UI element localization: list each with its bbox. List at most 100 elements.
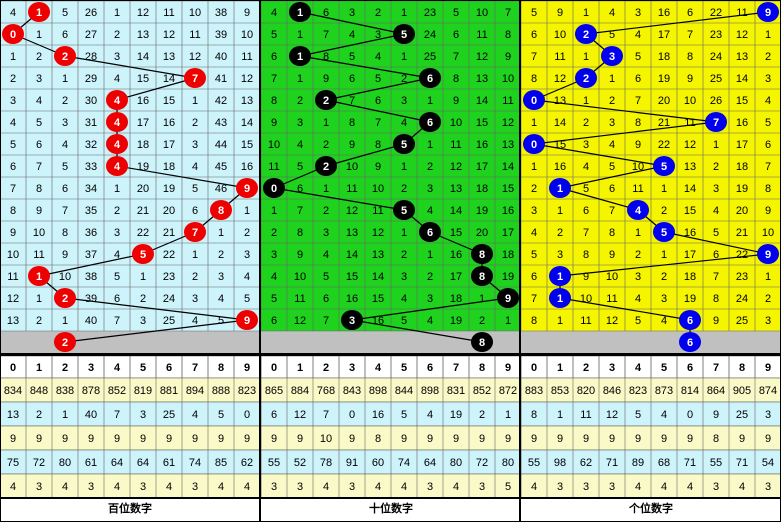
omission-cell: 38 — [85, 271, 97, 283]
stat-cell: 55 — [710, 457, 722, 469]
stat-cell: 823 — [238, 385, 256, 397]
stat-cell: 5 — [218, 409, 224, 421]
trend-line — [64, 55, 196, 79]
omission-cell: 15 — [684, 205, 696, 217]
omission-cell: 5 — [375, 73, 381, 85]
trend-line — [351, 319, 483, 343]
omission-cell: 5 — [271, 29, 277, 41]
stat-cell: 881 — [160, 385, 178, 397]
stat-cell: 9 — [401, 433, 407, 445]
omission-cell: 23 — [163, 271, 175, 283]
stat-cell: 823 — [629, 385, 647, 397]
omission-cell: 5 — [192, 183, 198, 195]
omission-cell: 5 — [271, 293, 277, 305]
stat-cell: 62 — [241, 457, 253, 469]
stat-cell: 72 — [33, 457, 45, 469]
header-digit: 3 — [609, 362, 615, 374]
stat-cell: 54 — [762, 457, 774, 469]
omission-cell: 6 — [531, 29, 537, 41]
omission-cell: 14 — [137, 51, 149, 63]
omission-cell: 5 — [635, 315, 641, 327]
draw-digit: 8 — [218, 205, 224, 217]
draw-digit: 7 — [192, 227, 198, 239]
omission-cell: 10 — [59, 271, 71, 283]
omission-cell: 3 — [531, 205, 537, 217]
omission-cell: 29 — [85, 73, 97, 85]
omission-cell: 1 — [192, 249, 198, 261]
draw-circle — [575, 24, 597, 44]
omission-cell: 3 — [765, 73, 771, 85]
stat-cell: 3 — [765, 481, 771, 493]
draw-circle — [236, 178, 258, 198]
omission-cell: 2 — [62, 95, 68, 107]
omission-cell: 16 — [450, 249, 462, 261]
omission-cell: 37 — [85, 249, 97, 261]
omission-cell: 4 — [401, 293, 407, 305]
draw-digit: 5 — [661, 161, 667, 173]
omission-cell: 12 — [241, 73, 253, 85]
omission-cell: 16 — [346, 293, 358, 305]
stat-cell: 0 — [349, 409, 355, 421]
trend-line — [351, 297, 509, 321]
omission-cell: 2 — [218, 249, 224, 261]
stat-cell: 12 — [606, 409, 618, 421]
omission-cell: 45 — [215, 161, 227, 173]
draw-digit: 1 — [36, 271, 42, 283]
omission-cell: 1 — [583, 51, 589, 63]
omission-cell: 3 — [244, 249, 250, 261]
omission-cell: 1 — [401, 161, 407, 173]
draw-digit: 1 — [557, 271, 563, 283]
omission-cell: 8 — [531, 73, 537, 85]
draw-circle — [549, 178, 571, 198]
draw-circle — [627, 200, 649, 220]
stat-cell: 52 — [294, 457, 306, 469]
omission-cell: 24 — [163, 293, 175, 305]
draw-circle — [106, 90, 128, 110]
omission-cell: 1 — [62, 73, 68, 85]
stat-cell: 4 — [114, 481, 120, 493]
omission-cell: 7 — [62, 205, 68, 217]
draw-circle — [341, 310, 363, 330]
draw-digit: 5 — [401, 205, 407, 217]
stat-cell: 4 — [635, 481, 641, 493]
omission-cell: 14 — [736, 73, 748, 85]
omission-cell: 7 — [10, 183, 16, 195]
omission-cell: 11 — [189, 29, 200, 41]
draw-circle — [106, 134, 128, 154]
draw-circle — [393, 200, 415, 220]
omission-cell: 16 — [684, 227, 696, 239]
omission-cell: 8 — [375, 139, 381, 151]
omission-cell: 4 — [36, 95, 42, 107]
omission-cell: 1 — [218, 227, 224, 239]
omission-cell: 3 — [114, 227, 120, 239]
omission-cell: 6 — [349, 73, 355, 85]
omission-cell: 11 — [163, 7, 174, 19]
omission-cell: 6 — [583, 205, 589, 217]
stat-cell: 884 — [291, 385, 309, 397]
omission-cell: 2 — [765, 293, 771, 305]
draw-circle — [523, 90, 545, 110]
stat-cell: 838 — [56, 385, 74, 397]
omission-cell: 10 — [762, 227, 774, 239]
omission-cell: 12 — [137, 7, 149, 19]
stat-cell: 25 — [163, 409, 175, 421]
trend-line — [559, 297, 691, 321]
stat-cell: 3 — [349, 481, 355, 493]
stat-cell: 3 — [271, 481, 277, 493]
omission-cell: 13 — [684, 161, 696, 173]
omission-cell: 19 — [163, 183, 175, 195]
omission-cell: 9 — [271, 117, 277, 129]
header-digit: 3 — [349, 362, 355, 374]
header-digit: 3 — [88, 362, 94, 374]
omission-cell: 1 — [635, 227, 641, 239]
omission-cell: 2 — [401, 183, 407, 195]
draw-digit: 6 — [427, 117, 433, 129]
omission-cell: 4 — [10, 7, 16, 19]
stat-cell: 9 — [88, 433, 94, 445]
omission-cell: 9 — [323, 73, 329, 85]
omission-cell: 1 — [36, 29, 42, 41]
omission-cell: 14 — [554, 117, 566, 129]
header-digit: 8 — [218, 362, 224, 374]
omission-cell: 2 — [10, 73, 16, 85]
trend-line — [299, 55, 431, 79]
